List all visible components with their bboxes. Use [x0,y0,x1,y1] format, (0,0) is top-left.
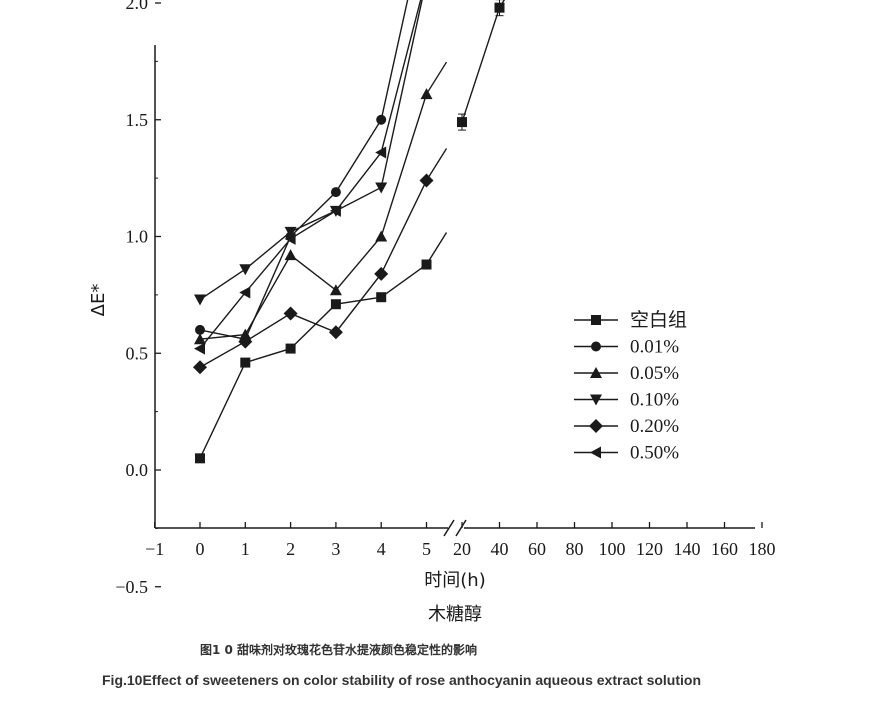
data-point [238,334,253,349]
data-point [194,294,206,306]
series-line [199,93,428,340]
legend-label: 0.01% [630,337,679,358]
series-line [199,0,423,301]
x-tick-label: 60 [528,539,546,559]
legend-item: 0.20% [574,416,679,437]
data-point [195,324,205,335]
y-tick-label: 1.0 [126,227,149,247]
axes: −0.50.00.51.01.52.02.53.03.5−10123452040… [115,0,775,597]
legend-label: 0.50% [630,443,679,464]
legend-marker [590,367,602,378]
legend-item: 0.50% [574,443,679,464]
legend: 空白组 0.01% 0.05% 0.10% 0.20% 0.50% [574,309,687,464]
figure-caption-en: Fig.10Effect of sweeteners on color stab… [102,672,702,688]
x-axis-title: 时间(h) [424,570,485,591]
x-tick-label: 2 [286,539,295,559]
series-line [425,61,448,95]
series-line [199,180,428,368]
data-point [195,453,205,464]
data-point [240,357,251,368]
data-point [419,173,434,188]
series-line [461,0,506,123]
x-tick-label: 180 [749,539,776,559]
x-tick-label: 0 [196,539,205,559]
series-4 [193,148,448,375]
data-point [374,266,389,281]
y-tick-label: 1.5 [126,110,149,130]
series-line [199,0,422,350]
legend-marker [589,419,603,433]
x-tick-label: −1 [145,539,164,559]
x-tick-label: 20 [453,539,471,559]
data-point [284,226,297,238]
x-tick-label: 80 [566,539,584,559]
data-point [284,249,297,261]
data-point [420,88,433,100]
series-layer [193,0,506,464]
data-point [194,342,205,355]
data-point [375,182,388,194]
legend-item: 0.05% [574,363,679,384]
x-tick-label: 140 [674,539,701,559]
data-point [375,230,388,242]
legend-label: 0.05% [630,363,679,384]
legend-item: 0.10% [574,390,679,411]
legend-label: 0.10% [630,390,679,411]
legend-item: 空白组 [574,309,687,331]
data-point [239,328,252,340]
x-tick-label: 1 [241,539,250,559]
data-point [376,114,387,125]
legend-marker [590,394,602,406]
data-point [328,325,343,340]
data-point [239,286,251,299]
data-point [376,292,387,303]
data-point [239,264,252,276]
data-point [375,146,387,159]
x-tick-label: 5 [422,539,431,559]
data-point [329,284,342,296]
series-1 [195,0,409,345]
data-point [285,343,296,354]
legend-marker [590,446,601,459]
legend-item: 0.01% [574,337,679,358]
y-tick-label: 2.0 [126,0,149,13]
x-tick-label: 160 [711,539,738,559]
series-2 [194,61,448,345]
legend-marker [591,315,601,325]
series-3 [194,0,423,306]
data-point [194,333,206,345]
x-tick-label: 3 [331,539,340,559]
x-axis-subtitle: 木糖醇 [428,604,482,625]
y-tick-label: −0.5 [115,577,148,597]
series-line [199,263,427,459]
data-point [284,232,296,245]
legend-label: 0.20% [630,416,679,437]
legend-marker [591,341,601,352]
data-point [330,187,341,198]
x-tick-label: 40 [491,539,509,559]
x-tick-label: 120 [636,539,663,559]
data-point [330,299,341,310]
y-axis-title: ΔE* [88,284,109,317]
series-line [425,232,448,265]
y-tick-label: 0.5 [126,343,149,363]
data-point [193,360,207,375]
legend-label: 空白组 [630,309,687,331]
figure-caption-cn: 图1 0 甜味剂对玫瑰花色苷水提液颜色稳定性的影响 [200,643,478,657]
series-line [199,0,409,341]
y-tick-label: 0.0 [126,460,149,480]
series-5 [194,0,422,355]
x-tick-label: 4 [377,539,386,559]
series-line [425,148,448,181]
data-point [421,259,432,270]
axis-break-mark [443,519,455,537]
data-point [283,306,298,321]
x-tick-label: 100 [599,539,626,559]
series-0 [195,0,506,464]
axis-break-mark [455,519,467,537]
data-point [329,204,341,217]
